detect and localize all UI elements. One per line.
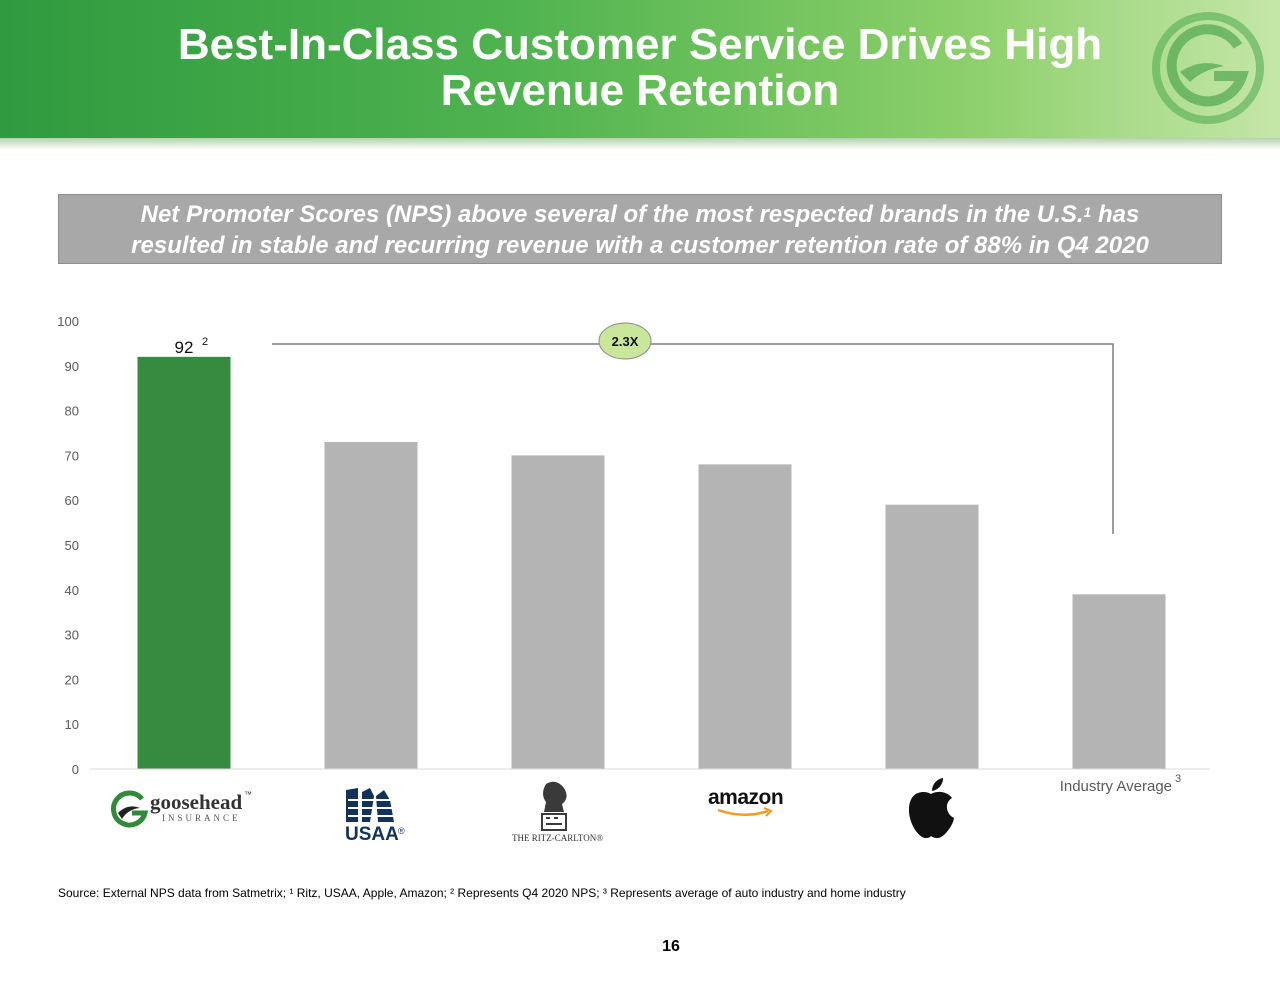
data-label-footnote: 2 [202,336,208,348]
bar [698,464,792,769]
y-tick-label: 20 [65,672,79,687]
header-bar [0,0,1280,138]
apple-logo-icon [908,778,954,839]
y-tick-label: 80 [65,404,79,419]
bar [324,441,418,769]
summary-banner: Net Promoter Scores (NPS) above several … [58,194,1222,264]
usaa-logo: USAA ® [344,786,405,846]
y-tick-label: 70 [65,448,79,463]
banner-line-1: Net Promoter Scores (NPS) above several … [59,199,1221,230]
y-tick-label: 90 [65,359,79,374]
y-tick-label: 30 [65,628,79,643]
bar [885,504,979,769]
goosehead-g-icon [111,790,149,828]
usaa-wordmark: USAA [345,824,399,845]
y-tick-label: 40 [65,583,79,598]
bar [511,455,605,769]
goosehead-tm: ™ [244,790,252,799]
multiplier-callout-label: 2.3X [612,334,639,349]
banner-line-2: resulted in stable and recurring revenue… [131,232,1149,259]
goosehead-wordmark: goosehead [150,790,243,814]
page-number: 16 [662,938,680,955]
amazon-smile-icon [717,807,773,817]
banner-line-1-end: has [1091,201,1140,228]
y-tick-label: 10 [65,717,79,732]
page-title: Best-In-Class Customer Service Drives Hi… [0,22,1280,114]
banner-line-1-text: Net Promoter Scores (NPS) above several … [140,201,1084,228]
goosehead-logo-icon [1152,12,1264,124]
banner-footnote-1: 1 [1083,204,1092,220]
bar [1072,594,1166,769]
amazon-logo: amazon [708,786,788,818]
usaa-registered: ® [398,826,405,836]
y-tick-label: 50 [65,538,79,553]
comparison-bracket-line [272,343,1114,534]
multiplier-callout [598,322,652,360]
y-tick-label: 60 [65,493,79,508]
bar [137,356,231,769]
industry-average-label: Industry Average [1059,778,1172,795]
y-tick-label: 100 [57,314,79,329]
data-label: 92 [175,338,194,357]
usaa-eagle-icon [346,788,396,822]
nps-bar-chart: 0 10 20 30 40 50 60 70 80 90 100 92 2 2.3X [57,314,1210,777]
amazon-wordmark: amazon [708,786,784,809]
goosehead-logo: goosehead ™ INSURANCE [110,788,260,830]
ritz-carlton-wordmark: THE RITZ-CARLTON® [512,833,604,843]
industry-average-footnote: 3 [1175,773,1182,785]
source-footnote: Source: External NPS data from Satmetrix… [58,886,906,900]
header-shadow [0,138,1280,150]
lion-crown-icon [541,781,567,831]
goosehead-subtitle: INSURANCE [162,813,241,823]
ritz-carlton-logo: THE RITZ-CARLTON® [508,780,608,846]
title-line-1: Best-In-Class Customer Service Drives Hi… [177,20,1103,69]
title-line-2: Revenue Retention [440,66,840,115]
y-tick-label: 0 [72,762,79,777]
